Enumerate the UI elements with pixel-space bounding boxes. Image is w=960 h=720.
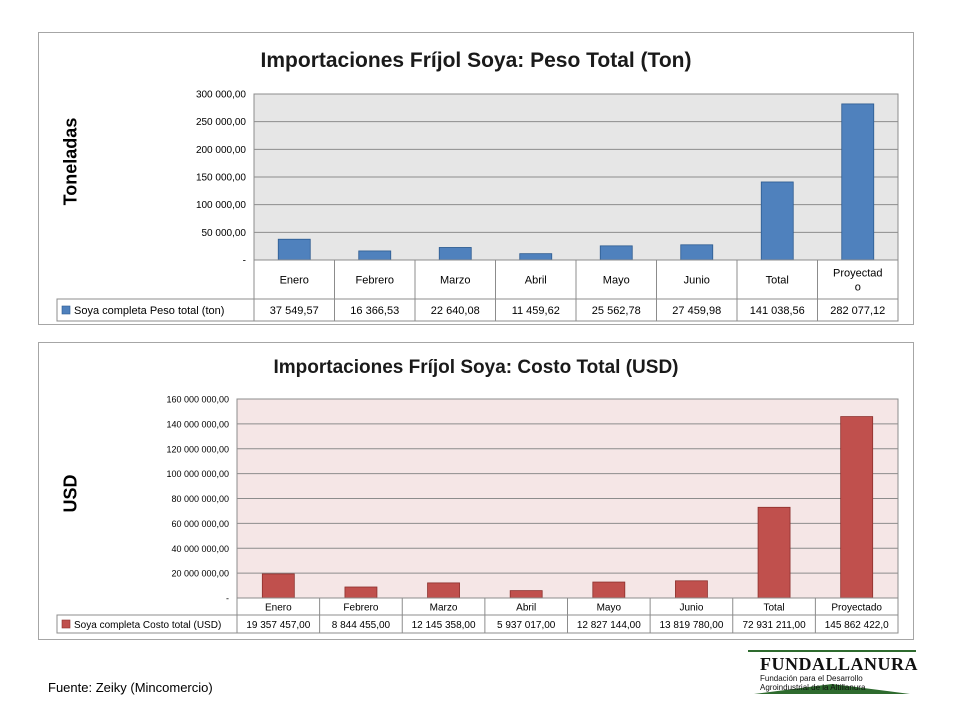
category-label: Junio [679,603,703,614]
data-label: 11 459,62 [512,305,560,317]
category-label: Enero [280,275,309,287]
category-label: Proyectad [833,268,883,280]
y-tick-label: 150 000,00 [196,173,246,184]
legend-key [61,305,71,315]
y-tick-label: 60 000 000,00 [171,519,229,529]
data-label: 27 459,98 [672,305,721,317]
data-label: 13 819 780,00 [659,620,723,631]
chart-panel-peso: Importaciones Fríjol Soya: Peso Total (T… [38,32,914,325]
data-label: 22 640,08 [431,305,480,317]
chart-svg-costo: - 20 000 000,00 40 000 000,00 60 000 000,00… [56,395,899,634]
category-label: Febrero [355,275,394,287]
legend-label: Soya completa Costo total (USD) [74,620,221,631]
y-tick-label: 100 000,00 [196,200,246,211]
fundallanura-logo: FUNDALLANURA Fundación para el Desarroll… [748,650,918,698]
legend-key [61,619,71,629]
y-tick-label: 120 000 000,00 [166,444,229,454]
data-label: 8 844 455,00 [332,620,391,631]
chart-title: Importaciones Fríjol Soya: Costo Total (… [273,357,679,378]
bar [261,573,295,599]
data-label: 282 077,12 [830,305,885,317]
bar [680,244,714,261]
y-tick-label: 140 000 000,00 [166,419,229,429]
category-label: Enero [265,603,292,614]
y-tick-label: 20 000 000,00 [171,569,229,579]
y-tick-label: - [243,256,246,267]
y-tick-label: - [226,594,229,604]
legend-label: Soya completa Peso total (ton) [74,305,224,317]
bar [277,238,311,261]
data-label: 145 862 422,0 [825,620,889,631]
category-label: Junio [684,275,710,287]
logo-tagline-1: Fundación para el Desarrollo [760,674,863,683]
y-tick-label: 80 000 000,00 [171,494,229,504]
y-tick-label: 50 000,00 [202,228,247,239]
y-tick-label: 100 000 000,00 [166,469,229,479]
bar [438,247,472,261]
data-label: 12 827 144,00 [577,620,641,631]
y-tick-label: 250 000,00 [196,117,246,128]
logo-mark-icon [748,650,916,694]
data-label: 16 366,53 [350,305,399,317]
logo-name: FUNDALLANURA [760,654,918,674]
data-label: 141 038,56 [750,305,805,317]
bar [344,586,378,599]
y-tick-label: 200 000,00 [196,145,246,156]
bar [757,506,791,599]
data-label: 25 562,78 [592,305,641,317]
legend-cell-border [56,298,255,322]
bar [592,581,626,599]
data-label: 19 357 457,00 [246,620,310,631]
legend-cell-border [56,614,238,634]
category-label: Marzo [440,275,471,287]
bar [841,103,875,261]
bar [760,181,794,261]
category-label: Marzo [430,603,458,614]
chart-panel-costo: Importaciones Fríjol Soya: Costo Total (… [38,342,914,640]
category-label: Mayo [603,275,630,287]
data-label: 37 549,57 [270,305,319,317]
chart-svg-peso: - 50 000,00 100 000,00 150 000,00 200 000,00… [56,90,899,322]
category-label: o [855,282,861,294]
category-label: Total [764,603,785,614]
data-label: 5 937 017,00 [497,620,556,631]
category-label: Proyectado [831,603,882,614]
bar [675,580,708,599]
category-label: Abril [516,603,536,614]
data-label: 72 931 211,00 [742,620,806,631]
category-label: Abril [525,275,547,287]
logo-tagline-2: Agroindustrial de la Altillanura [760,683,866,692]
bar [427,582,460,599]
y-tick-label: 160 000 000,00 [166,395,229,405]
source-note: Fuente: Zeiky (Mincomercio) [48,680,213,695]
category-label: Total [766,275,789,287]
bar [840,416,874,599]
bar [599,245,633,261]
data-label: 12 145 358,00 [412,620,476,631]
bar [519,253,553,261]
bar [358,250,392,261]
category-label: Febrero [343,603,378,614]
y-tick-label: 40 000 000,00 [171,544,229,554]
y-tick-label: 300 000,00 [196,90,246,101]
category-label: Mayo [597,603,622,614]
chart-title: Importaciones Fríjol Soya: Peso Total (T… [260,49,692,72]
bar [509,590,543,599]
